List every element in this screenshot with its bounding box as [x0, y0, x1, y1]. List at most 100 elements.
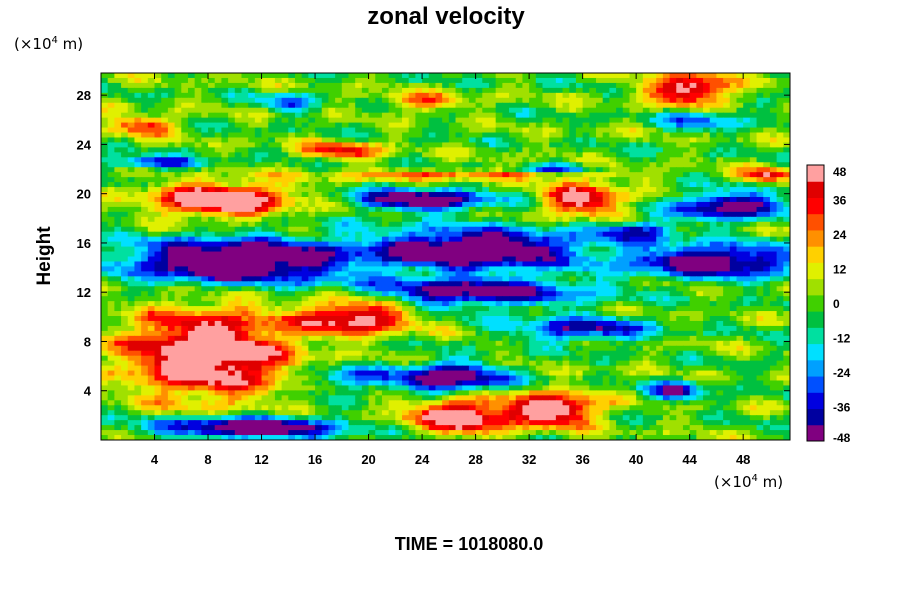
heatmap-cell	[776, 226, 784, 233]
heatmap-cell	[669, 241, 677, 248]
heatmap-cell	[575, 196, 584, 203]
heatmap-cell	[321, 152, 330, 158]
heatmap-cell	[455, 206, 463, 213]
heatmap-cell	[114, 112, 122, 119]
heatmap-cell	[783, 261, 790, 268]
heatmap-cell	[455, 132, 463, 139]
heatmap-cell	[261, 216, 269, 223]
heatmap-cell	[348, 301, 356, 307]
heatmap-cell	[602, 192, 610, 198]
heatmap-cell	[709, 296, 718, 302]
heatmap-cell	[448, 172, 457, 178]
heatmap-cell	[462, 256, 470, 263]
heatmap-cell	[723, 201, 731, 208]
heatmap-cell	[749, 301, 758, 307]
heatmap-cell	[662, 127, 671, 134]
heatmap-cell	[535, 177, 544, 183]
heatmap-cell	[743, 97, 751, 104]
heatmap-cell	[174, 192, 182, 198]
heatmap-cell	[743, 127, 751, 134]
heatmap-cell	[435, 127, 443, 134]
heatmap-cell	[154, 226, 162, 233]
heatmap-cell	[214, 291, 223, 297]
heatmap-cell	[689, 296, 697, 302]
heatmap-cell	[709, 97, 718, 104]
heatmap-cell	[455, 211, 463, 218]
heatmap-cell	[121, 286, 129, 292]
heatmap-cell	[335, 192, 343, 198]
heatmap-cell	[769, 226, 778, 233]
heatmap-cell	[642, 92, 651, 99]
heatmap-cell	[294, 97, 303, 104]
heatmap-cell	[114, 77, 122, 84]
heatmap-cell	[234, 122, 243, 129]
heatmap-cell	[288, 157, 296, 163]
heatmap-cell	[388, 236, 396, 243]
heatmap-cell	[562, 92, 570, 99]
heatmap-cell	[616, 221, 624, 228]
heatmap-cell	[749, 137, 758, 144]
heatmap-cell	[729, 201, 738, 208]
heatmap-cell	[736, 261, 744, 268]
heatmap-cell	[703, 73, 711, 79]
heatmap-cell	[763, 216, 771, 223]
heatmap-cell	[214, 127, 223, 134]
heatmap-cell	[602, 152, 610, 158]
heatmap-cell	[194, 231, 202, 238]
heatmap-cell	[388, 266, 396, 272]
heatmap-cell	[682, 291, 691, 297]
heatmap-cell	[261, 241, 269, 248]
heatmap-cell	[241, 241, 249, 248]
heatmap-cell	[495, 271, 503, 277]
heatmap-cell	[147, 266, 156, 272]
heatmap-cell	[381, 216, 390, 223]
heatmap-cell	[208, 177, 216, 183]
heatmap-cell	[562, 117, 570, 124]
heatmap-cell	[241, 177, 249, 183]
heatmap-cell	[475, 291, 483, 297]
heatmap-cell	[462, 87, 470, 94]
heatmap-cell	[729, 127, 738, 134]
heatmap-cell	[381, 281, 390, 287]
heatmap-cell	[402, 172, 410, 178]
heatmap-cell	[442, 92, 450, 99]
heatmap-cell	[616, 201, 624, 208]
heatmap-cell	[468, 271, 477, 277]
heatmap-cell	[208, 271, 216, 277]
heatmap-cell	[569, 162, 577, 168]
heatmap-cell	[542, 301, 550, 307]
heatmap-cell	[448, 162, 457, 168]
heatmap-cell	[248, 92, 256, 99]
heatmap-cell	[381, 112, 390, 119]
heatmap-cell	[448, 77, 457, 84]
heatmap-cell	[368, 236, 376, 243]
heatmap-cell	[381, 236, 390, 243]
heatmap-cell	[141, 127, 149, 134]
heatmap-cell	[509, 177, 517, 183]
heatmap-cell	[709, 261, 718, 268]
heatmap-cell	[535, 271, 544, 277]
heatmap-cell	[161, 271, 169, 277]
heatmap-cell	[562, 221, 570, 228]
heatmap-cell	[562, 241, 570, 248]
heatmap-cell	[428, 311, 437, 317]
heatmap-cell	[756, 102, 764, 109]
heatmap-cell	[716, 117, 724, 124]
heatmap-cell	[308, 236, 316, 243]
heatmap-cell	[435, 256, 443, 263]
heatmap-cell	[368, 291, 376, 297]
heatmap-cell	[549, 251, 557, 258]
heatmap-cell	[308, 137, 316, 144]
heatmap-cell	[368, 306, 376, 312]
heatmap-cell	[114, 142, 122, 148]
heatmap-cell	[549, 296, 557, 302]
heatmap-cell	[729, 142, 738, 148]
heatmap-cell	[676, 172, 684, 178]
heatmap-cell	[261, 162, 269, 168]
heatmap-cell	[629, 281, 637, 287]
heatmap-cell	[442, 82, 450, 89]
heatmap-cell	[682, 266, 691, 272]
heatmap-cell	[361, 226, 370, 233]
heatmap-cell	[769, 112, 778, 119]
